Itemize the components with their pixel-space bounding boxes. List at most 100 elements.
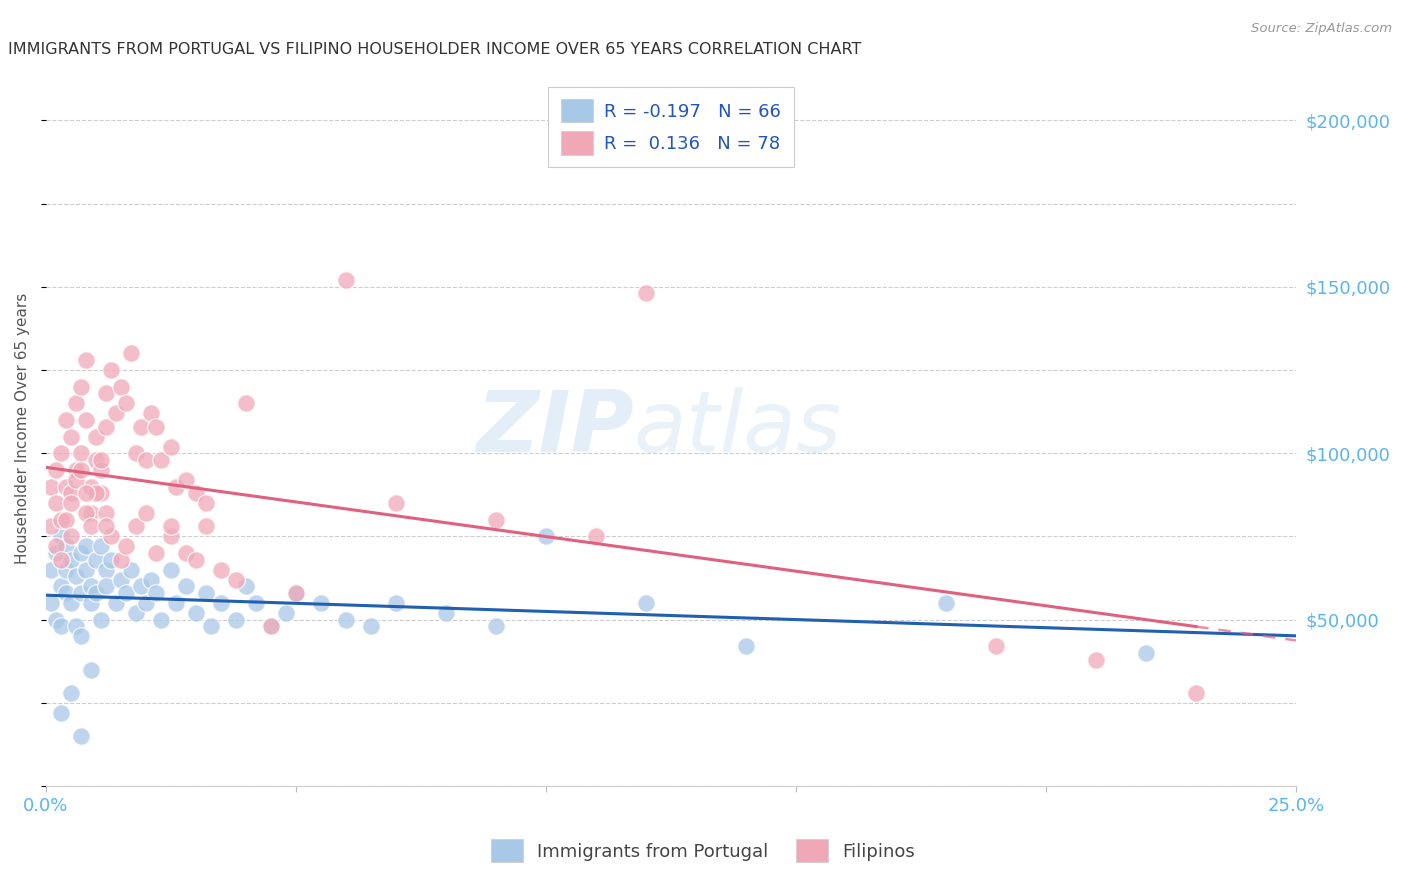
Point <box>100 363 122 377</box>
Point <box>75 353 97 368</box>
Point <box>636 596 658 610</box>
Point <box>49 706 72 720</box>
Point <box>75 563 97 577</box>
Point <box>84 553 107 567</box>
Point <box>534 529 557 543</box>
Point <box>65 473 87 487</box>
Point <box>70 546 93 560</box>
Point <box>65 396 87 410</box>
Point <box>309 596 332 610</box>
Point <box>935 596 957 610</box>
Point <box>49 553 72 567</box>
Text: atlas: atlas <box>634 387 842 470</box>
Point <box>80 663 103 677</box>
Point <box>49 579 72 593</box>
Point <box>135 453 157 467</box>
Point <box>70 463 93 477</box>
Point <box>70 729 93 743</box>
Point <box>80 479 103 493</box>
Point <box>115 540 138 554</box>
Point <box>225 613 247 627</box>
Point <box>75 486 97 500</box>
Point <box>174 473 197 487</box>
Point <box>1135 646 1157 660</box>
Point <box>70 446 93 460</box>
Point <box>39 519 62 533</box>
Point <box>125 446 148 460</box>
Point <box>80 579 103 593</box>
Y-axis label: Householder Income Over 65 years: Householder Income Over 65 years <box>15 293 30 564</box>
Point <box>115 586 138 600</box>
Point <box>94 419 117 434</box>
Point <box>55 479 77 493</box>
Point <box>984 640 1007 654</box>
Point <box>100 553 122 567</box>
Point <box>70 629 93 643</box>
Point <box>84 429 107 443</box>
Point <box>150 613 173 627</box>
Point <box>485 619 508 633</box>
Point <box>90 486 112 500</box>
Point <box>94 519 117 533</box>
Point <box>59 496 82 510</box>
Point <box>59 553 82 567</box>
Point <box>90 540 112 554</box>
Text: IMMIGRANTS FROM PORTUGAL VS FILIPINO HOUSEHOLDER INCOME OVER 65 YEARS CORRELATIO: IMMIGRANTS FROM PORTUGAL VS FILIPINO HOU… <box>8 42 862 57</box>
Point <box>55 540 77 554</box>
Point <box>84 486 107 500</box>
Point <box>59 429 82 443</box>
Point <box>385 596 408 610</box>
Point <box>55 563 77 577</box>
Point <box>135 506 157 520</box>
Point <box>39 596 62 610</box>
Point <box>129 579 152 593</box>
Point <box>150 453 173 467</box>
Point <box>260 619 283 633</box>
Point <box>45 463 67 477</box>
Point <box>235 579 257 593</box>
Point <box>636 286 658 301</box>
Point <box>84 586 107 600</box>
Point <box>84 453 107 467</box>
Point <box>45 540 67 554</box>
Point <box>160 529 183 543</box>
Point <box>125 519 148 533</box>
Point <box>49 619 72 633</box>
Point <box>45 546 67 560</box>
Point <box>55 413 77 427</box>
Point <box>115 396 138 410</box>
Point <box>80 506 103 520</box>
Point <box>59 596 82 610</box>
Point <box>209 563 232 577</box>
Point <box>360 619 382 633</box>
Point <box>165 596 187 610</box>
Point <box>110 379 132 393</box>
Point <box>90 453 112 467</box>
Point <box>65 619 87 633</box>
Point <box>184 553 207 567</box>
Point <box>104 406 127 420</box>
Point <box>70 379 93 393</box>
Point <box>55 586 77 600</box>
Point <box>335 273 357 287</box>
Point <box>139 406 162 420</box>
Point <box>120 346 142 360</box>
Point <box>145 586 167 600</box>
Point <box>225 573 247 587</box>
Point <box>160 440 183 454</box>
Point <box>39 479 62 493</box>
Legend: R = -0.197   N = 66, R =  0.136   N = 78: R = -0.197 N = 66, R = 0.136 N = 78 <box>548 87 794 168</box>
Point <box>59 486 82 500</box>
Point <box>145 419 167 434</box>
Point <box>75 506 97 520</box>
Point <box>235 396 257 410</box>
Point <box>59 686 82 700</box>
Point <box>65 569 87 583</box>
Point <box>75 413 97 427</box>
Point <box>285 586 308 600</box>
Point <box>195 519 218 533</box>
Point <box>80 519 103 533</box>
Point <box>80 596 103 610</box>
Point <box>434 606 457 620</box>
Point <box>70 586 93 600</box>
